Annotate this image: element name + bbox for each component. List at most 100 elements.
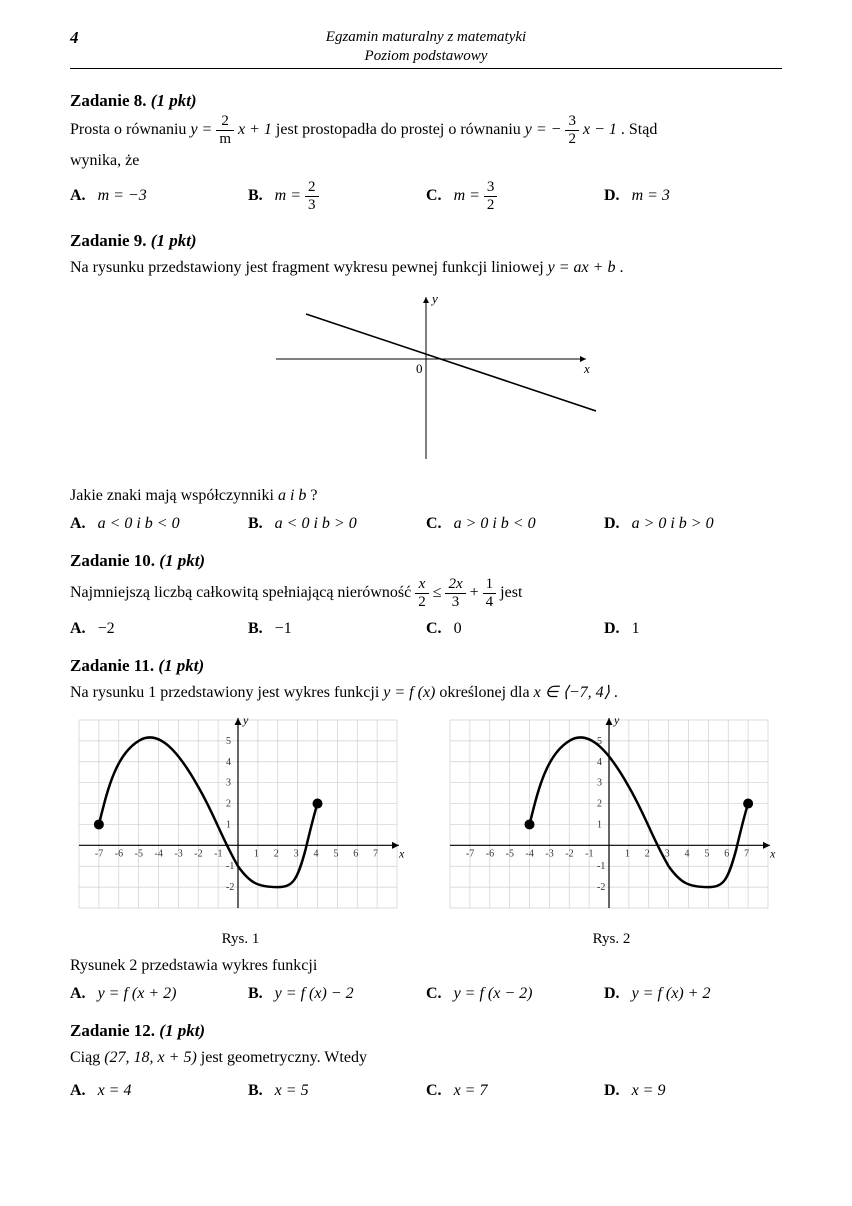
task8-opt-c[interactable]: C. m = 32 [426,180,604,213]
task8-text4: wynika, że [70,152,139,169]
svg-text:5: 5 [226,736,231,747]
t11-t2: określonej dla [439,684,533,701]
task8-text2: jest prostopadła do prostej o równaniu [276,121,525,138]
t12-t2: jest geometryczny. Wtedy [201,1049,367,1066]
task8-b-val: m = 23 [275,180,319,213]
task11-caption1: Rys. 1 [70,931,411,948]
svg-text:1: 1 [624,849,629,860]
label-d: D. [604,620,620,638]
b-num: 2 [305,180,319,197]
c-lhs: m = [454,187,480,204]
task9-opt-b[interactable]: B.a < 0 i b > 0 [248,515,426,533]
t11-c: y = f (x − 2) [454,985,533,1003]
f3d: 4 [483,594,497,610]
task10-opt-d[interactable]: D.1 [604,620,782,638]
task8-opt-b[interactable]: B. m = 23 [248,180,426,213]
svg-text:4: 4 [226,757,231,768]
svg-text:1: 1 [597,820,602,831]
task9-c: a > 0 i b < 0 [454,515,536,533]
svg-text:-7: -7 [465,849,473,860]
eq2-num: 3 [565,114,579,131]
eq1-den: m [216,131,234,147]
t10-f1: x2 [415,577,429,610]
task12-opt-c[interactable]: C.x = 7 [426,1082,604,1100]
svg-text:-1: -1 [214,849,222,860]
t12-a: x = 4 [98,1082,132,1100]
task10-opt-c[interactable]: C. 0 [426,620,604,638]
svg-text:5: 5 [704,849,709,860]
task10-label: Zadanie 10. [70,551,155,570]
svg-text:-4: -4 [525,849,533,860]
task8-opt-d[interactable]: D.m = 3 [604,180,782,213]
svg-text:-1: -1 [226,861,234,872]
svg-text:-5: -5 [505,849,513,860]
label-b: B. [248,1082,263,1100]
t11-d: y = f (x) + 2 [632,985,711,1003]
task8-label: Zadanie 8. [70,91,147,110]
t11-a: y = f (x + 2) [98,985,177,1003]
label-c: C. [426,1082,442,1100]
task9-opt-c[interactable]: C.a > 0 i b < 0 [426,515,604,533]
task12-opt-a[interactable]: A.x = 4 [70,1082,248,1100]
task12-opt-b[interactable]: B.x = 5 [248,1082,426,1100]
task11-opt-a[interactable]: A.y = f (x + 2) [70,985,248,1003]
eq2-rhs: x − 1 [583,121,617,138]
svg-text:4: 4 [597,757,602,768]
task11-charts: xy-7-6-5-4-3-2-11234567-2-112345 Rys. 1 … [70,712,782,948]
eq1-lhs: y = [190,121,212,138]
task9-qvars: a i b [278,487,306,504]
page-number: 4 [70,28,100,48]
task12-options: A.x = 4 B.x = 5 C.x = 7 D.x = 9 [70,1082,782,1100]
task11-chart1-col: xy-7-6-5-4-3-2-11234567-2-112345 Rys. 1 [70,712,411,948]
task10-c: 0 [454,620,462,638]
t11-t3: Rysunek 2 przedstawia wykres funkcji [70,957,317,974]
b-frac: 23 [305,180,319,213]
task11-opt-c[interactable]: C.y = f (x − 2) [426,985,604,1003]
svg-text:y: y [613,713,620,727]
f1n: x [415,577,429,594]
label-b: B. [248,187,263,205]
svg-text:1: 1 [253,849,258,860]
task11-opt-b[interactable]: B.y = f (x) − 2 [248,985,426,1003]
c-num: 3 [484,180,498,197]
label-c: C. [426,620,442,638]
task10-opt-b[interactable]: B.−1 [248,620,426,638]
svg-text:-6: -6 [485,849,493,860]
svg-text:6: 6 [724,849,729,860]
task11-title: Zadanie 11. (1 pkt) [70,656,782,676]
svg-text:-6: -6 [114,849,122,860]
task8-a-val: m = −3 [98,187,147,205]
task9-text: Na rysunku przedstawiony jest fragment w… [70,259,548,276]
label-d: D. [604,985,620,1003]
f2n: 2x [445,577,465,594]
svg-text:3: 3 [226,778,231,789]
t11-b: y = f (x) − 2 [275,985,354,1003]
svg-text:-3: -3 [174,849,182,860]
task10-opt-a[interactable]: A.−2 [70,620,248,638]
eq1-frac: 2m [216,114,234,147]
task12-opt-d[interactable]: D.x = 9 [604,1082,782,1100]
task11-chart2: xy-7-6-5-4-3-2-11234567-2-112345 [442,712,782,922]
task9-opt-d[interactable]: D.a > 0 i b > 0 [604,515,782,533]
task11-caption2: Rys. 2 [441,931,782,948]
task8-body: Prosta o równaniu y = 2m x + 1 jest pros… [70,114,782,174]
svg-text:2: 2 [644,849,649,860]
svg-text:-3: -3 [545,849,553,860]
eq1-num: 2 [216,114,234,131]
task8-text1: Prosta o równaniu [70,121,190,138]
label-d: D. [604,187,620,205]
task9-opt-a[interactable]: A.a < 0 i b < 0 [70,515,248,533]
svg-text:4: 4 [313,849,318,860]
svg-text:-4: -4 [154,849,162,860]
task8-c-val: m = 32 [454,180,498,213]
svg-text:7: 7 [744,849,749,860]
task12-title: Zadanie 12. (1 pkt) [70,1021,782,1041]
t10-plus: + [470,584,483,601]
task9-chart: xy0 [256,289,596,469]
label-c: C. [426,187,442,205]
task8-opt-a[interactable]: A.m = −3 [70,180,248,213]
task9-options: A.a < 0 i b < 0 B.a < 0 i b > 0 C.a > 0 … [70,515,782,533]
task11-opt-d[interactable]: D. y = f (x) + 2 [604,985,782,1003]
task8-eq2: y = − 32 x − 1 [525,121,621,138]
t12-t1: Ciąg [70,1049,104,1066]
